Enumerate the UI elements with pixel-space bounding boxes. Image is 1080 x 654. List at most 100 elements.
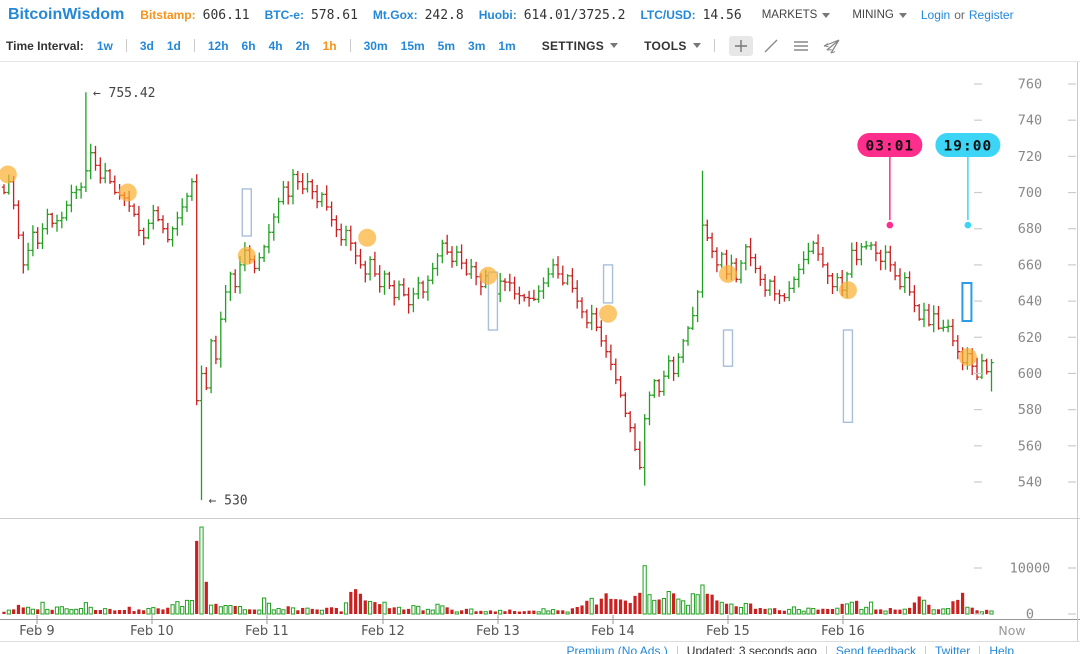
interval-3d[interactable]: 3d (139, 38, 154, 53)
time-pill[interactable] (935, 133, 1001, 157)
interval-5m[interactable]: 5m (437, 38, 456, 53)
tools-menu[interactable]: TOOLS (644, 39, 701, 53)
interval-1d[interactable]: 1d (166, 38, 181, 53)
ohlc-candle (194, 174, 199, 406)
register-link[interactable]: Register (968, 8, 1014, 22)
volume-bar (30, 608, 36, 615)
volume-bar (132, 611, 136, 614)
settings-menu[interactable]: SETTINGS (542, 39, 619, 53)
volume-bar (103, 608, 108, 615)
ohlc-candle (348, 225, 353, 251)
ticker-label[interactable]: Huobi: (478, 8, 517, 22)
ohlc-candle (165, 222, 170, 243)
volume-bar (551, 609, 556, 615)
price-axis-label: 560 (1018, 438, 1042, 454)
volume-bar (469, 608, 474, 615)
trade-marker (118, 183, 137, 202)
ohlc-candle (767, 279, 773, 296)
volume-bar (758, 608, 762, 614)
fib-fan-tool-button[interactable] (819, 36, 843, 56)
ohlc-candle (854, 241, 859, 266)
ohlc-candle (64, 200, 69, 221)
ohlc-candle (473, 261, 479, 286)
ohlc-candle (170, 226, 175, 247)
footer-link[interactable]: Send feedback (835, 644, 916, 654)
volume-bar (912, 602, 917, 614)
ohlc-candle (647, 391, 652, 426)
volume-bar (898, 609, 902, 614)
ohlc-candle (281, 181, 286, 205)
ticker-value: 242.8 (424, 7, 464, 23)
markets-menu[interactable]: MARKETS (762, 9, 831, 21)
volume-bar (724, 603, 729, 614)
volume-bar (835, 607, 840, 615)
ohlc-candle (237, 256, 243, 294)
volume-bar (74, 608, 79, 615)
ohlc-candle (16, 200, 21, 240)
ohlc-candle (632, 423, 638, 452)
now-label: Now (998, 623, 1025, 638)
footer-link[interactable]: Twitter (934, 644, 971, 654)
ticker-label[interactable]: LTC/USD: (640, 8, 696, 22)
ohlc-candle (512, 276, 517, 300)
interval-2h[interactable]: 2h (295, 38, 310, 53)
ohlc-candle (656, 379, 662, 397)
ohlc-candle (223, 285, 228, 323)
trendline-tool-button[interactable] (759, 36, 783, 56)
volume-bar (6, 609, 11, 615)
crosshair-tool-button[interactable] (728, 35, 753, 56)
volume-bar (286, 606, 290, 614)
ohlc-candle (334, 215, 339, 238)
ohlc-candle (83, 92, 89, 192)
ohlc-candle (550, 258, 556, 278)
price-volume-chart[interactable]: 760 740 720 700 680 660 640 620 600 580 560 540 1000… (0, 60, 1080, 654)
ohlc-candle (603, 334, 609, 358)
auth-or-text: or (954, 8, 965, 22)
interval-6h[interactable]: 6h (241, 38, 256, 53)
volume-bar (830, 608, 835, 614)
ohlc-candle (131, 203, 137, 217)
trade-marker (237, 246, 256, 265)
horizontal-lines-tool-button[interactable] (789, 36, 813, 56)
login-link[interactable]: Login (920, 8, 951, 22)
time-pill[interactable] (857, 133, 923, 157)
ohlc-candle (261, 244, 267, 262)
interval-3m[interactable]: 3m (468, 38, 486, 53)
volume-bar (450, 609, 454, 614)
ohlc-candle (136, 205, 142, 237)
interval-30m[interactable]: 30m (363, 38, 388, 53)
ohlc-candle (989, 359, 994, 392)
app-logo[interactable]: BitcoinWisdom (8, 6, 125, 23)
volume-bar (927, 604, 931, 614)
interval-1h[interactable]: 1h (322, 38, 337, 53)
interval-4h[interactable]: 4h (268, 38, 283, 53)
volume-bar (657, 599, 661, 614)
volume-bar (36, 609, 40, 614)
ticker-label[interactable]: Mt.Gox: (372, 8, 418, 22)
volume-bar (237, 605, 243, 615)
fib-fan-icon (823, 38, 840, 53)
footer-link[interactable]: Premium (No Ads.) (566, 644, 668, 654)
ticker-label[interactable]: BTC-e: (264, 8, 304, 22)
volume-bar (257, 609, 262, 615)
volume-bar (319, 609, 325, 615)
ohlc-candle (112, 175, 117, 195)
interval-1w[interactable]: 1w (96, 38, 113, 53)
volume-bar (864, 606, 869, 615)
ohlc-candle (570, 268, 575, 293)
header-menus: MARKETS MINING (762, 9, 907, 21)
interval-15m[interactable]: 15m (400, 38, 425, 53)
interval-12h[interactable]: 12h (207, 38, 229, 53)
ohlc-candle (30, 225, 36, 257)
footer-link[interactable]: Help (989, 644, 1014, 654)
volume-bar (855, 600, 859, 614)
interval-links: 1w 3d 1d 12h 6h 4h 2h 1h 30m 15m 5m 3m 1m (84, 39, 516, 53)
interval-1m[interactable]: 1m (498, 38, 516, 53)
ticker-label[interactable]: Bitstamp: (140, 8, 196, 22)
volume-bar (849, 601, 854, 615)
toolbar: Time Interval: 1w 3d 1d 12h 6h 4h 2h 1h 30m 15m 5m… (0, 30, 1080, 62)
volume-bar (305, 607, 310, 615)
mining-menu[interactable]: MINING (852, 9, 907, 21)
ohlc-candle (661, 370, 667, 396)
trade-marker (358, 228, 377, 247)
